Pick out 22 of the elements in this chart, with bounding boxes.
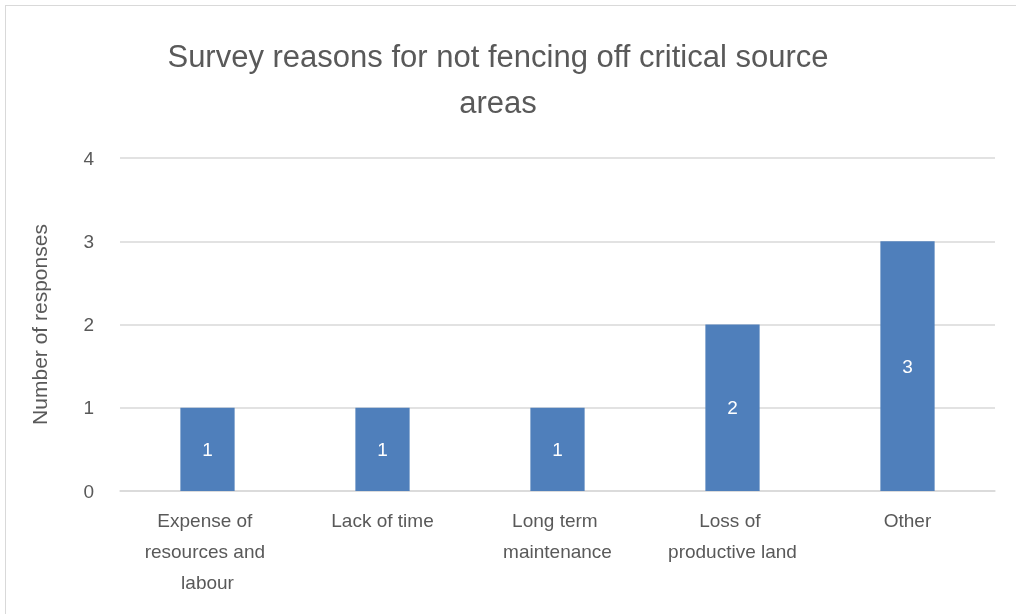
bar xyxy=(705,324,760,491)
y-tick-label: 3 xyxy=(83,230,94,252)
data-label: 1 xyxy=(552,438,563,460)
bar xyxy=(355,407,410,491)
bar xyxy=(880,241,935,491)
y-tick-label: 2 xyxy=(83,314,94,335)
data-label: 2 xyxy=(727,397,738,419)
bar xyxy=(530,407,585,491)
data-label: 3 xyxy=(902,355,913,377)
x-tick-label: Loss of productive land xyxy=(668,510,797,562)
y-tick-label: 0 xyxy=(83,480,94,502)
x-tick-label: Other xyxy=(883,510,932,531)
chart-title: Survey reasons for not fencing off critical source areas xyxy=(167,38,829,120)
x-tick-label: Lack of time xyxy=(331,510,434,531)
data-label: 1 xyxy=(202,438,213,460)
bar xyxy=(180,407,235,491)
data-label: 1 xyxy=(377,438,388,460)
y-axis-title: Number of responses xyxy=(28,224,51,425)
y-tick-label: 4 xyxy=(83,147,95,169)
x-tick-label: Expense of resources and labour xyxy=(144,510,271,593)
x-tick-label: Long term maintenance xyxy=(503,510,612,562)
y-tick-label: 1 xyxy=(83,397,94,419)
